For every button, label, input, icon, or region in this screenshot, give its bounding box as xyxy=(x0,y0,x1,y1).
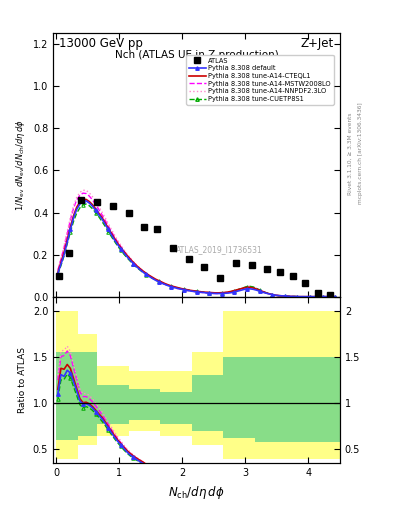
ATLAS xyxy=(249,262,254,268)
Text: mcplots.cern.ch [arXiv:1306.3436]: mcplots.cern.ch [arXiv:1306.3436] xyxy=(358,103,363,204)
ATLAS xyxy=(142,224,147,230)
ATLAS xyxy=(328,292,333,298)
ATLAS xyxy=(218,275,222,281)
ATLAS xyxy=(79,197,84,203)
ATLAS xyxy=(57,273,62,279)
ATLAS xyxy=(316,290,320,296)
ATLAS xyxy=(127,209,131,216)
ATLAS xyxy=(110,203,115,209)
Text: 13000 GeV pp: 13000 GeV pp xyxy=(59,37,143,50)
Text: Rivet 3.1.10, ≥ 3.3M events: Rivet 3.1.10, ≥ 3.3M events xyxy=(348,112,353,195)
ATLAS xyxy=(155,226,160,232)
ATLAS xyxy=(303,280,308,286)
Y-axis label: $1/N_{\rm ev}\;dN_{\rm ev}/dN_{\rm ch}/d\eta\,d\phi$: $1/N_{\rm ev}\;dN_{\rm ev}/dN_{\rm ch}/d… xyxy=(14,119,27,211)
Text: Nch (ATLAS UE in Z production): Nch (ATLAS UE in Z production) xyxy=(115,50,278,60)
Line: ATLAS: ATLAS xyxy=(56,197,334,298)
ATLAS xyxy=(265,266,270,272)
ATLAS xyxy=(186,256,191,262)
ATLAS xyxy=(290,273,295,279)
ATLAS xyxy=(66,249,71,255)
ATLAS xyxy=(202,264,207,270)
Text: ATLAS_2019_I1736531: ATLAS_2019_I1736531 xyxy=(176,245,263,254)
ATLAS xyxy=(171,245,175,251)
X-axis label: $N_{\rm ch}/d\eta\,d\phi$: $N_{\rm ch}/d\eta\,d\phi$ xyxy=(168,484,225,501)
ATLAS xyxy=(233,260,238,266)
ATLAS xyxy=(95,199,99,205)
ATLAS xyxy=(278,268,283,274)
Text: Z+Jet: Z+Jet xyxy=(301,37,334,50)
Y-axis label: Ratio to ATLAS: Ratio to ATLAS xyxy=(18,347,27,413)
Legend: ATLAS, Pythia 8.308 default, Pythia 8.308 tune-A14-CTEQL1, Pythia 8.308 tune-A14: ATLAS, Pythia 8.308 default, Pythia 8.30… xyxy=(186,55,334,105)
